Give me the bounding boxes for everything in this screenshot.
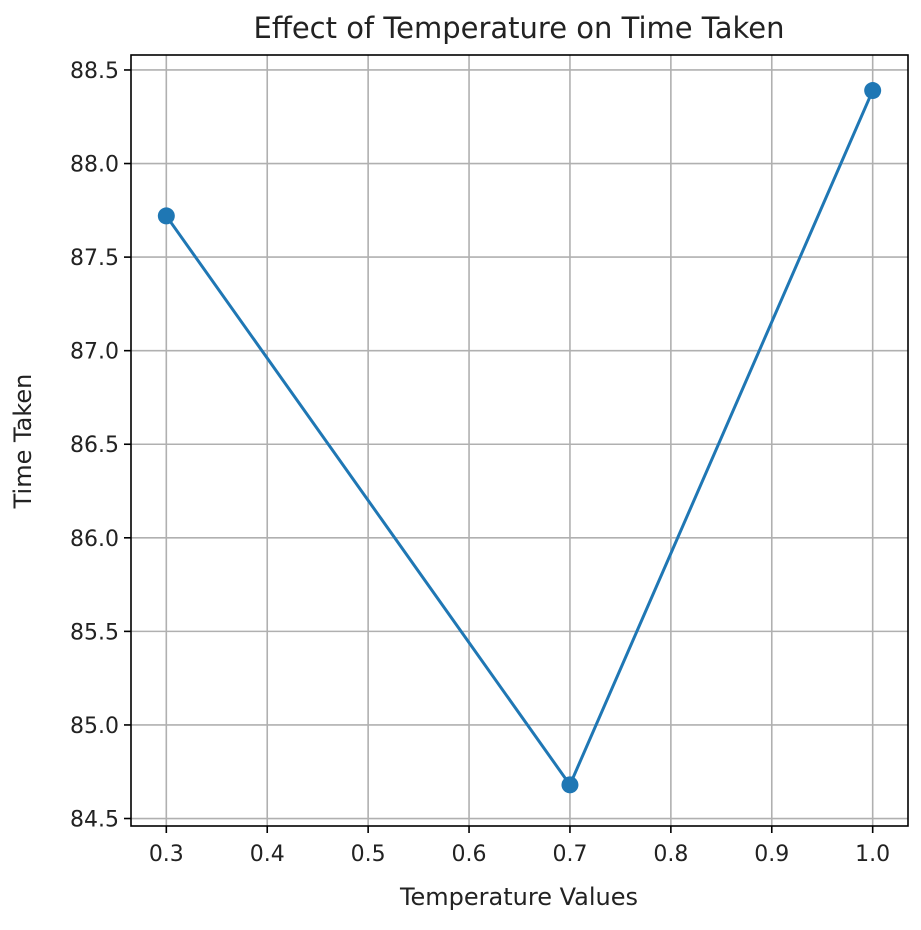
x-tick-label: 0.8: [653, 842, 688, 867]
x-tick-label: 0.9: [754, 842, 789, 867]
axis-ticks: 0.3 0.4 0.5 0.6 0.7 0.8 0.9 1.0 84.5 85.0 85.5 86.0…: [70, 59, 890, 867]
y-tick-label: 85.5: [70, 620, 119, 645]
chart-title: Effect of Temperature on Time Taken: [254, 11, 785, 45]
series-line: [165, 89, 875, 788]
data-point: [157, 207, 175, 225]
x-tick-label: 0.5: [351, 842, 386, 867]
y-tick-label: 87.5: [70, 246, 119, 271]
x-tick-label: 0.7: [552, 842, 587, 867]
y-tick-label: 87.0: [70, 340, 119, 365]
x-tick-label: 0.3: [149, 842, 184, 867]
data-point: [561, 776, 579, 794]
grid: [131, 55, 908, 826]
y-tick-label: 86.5: [70, 433, 119, 458]
y-axis-label: Time Taken: [9, 374, 37, 510]
plot-frame: [130, 54, 909, 827]
data-point: [864, 82, 882, 100]
y-tick-label: 88.5: [70, 59, 119, 84]
y-tick-label: 86.0: [70, 527, 119, 552]
plot-series: [157, 82, 882, 794]
x-tick-label: 0.6: [452, 842, 487, 867]
x-tick-label: 1.0: [855, 842, 890, 867]
y-tick-label: 85.0: [70, 714, 119, 739]
x-axis-label: Temperature Values: [399, 883, 638, 911]
y-tick-label: 84.5: [70, 808, 119, 833]
y-tick-label: 88.0: [70, 153, 119, 178]
x-tick-label: 0.4: [250, 842, 285, 867]
